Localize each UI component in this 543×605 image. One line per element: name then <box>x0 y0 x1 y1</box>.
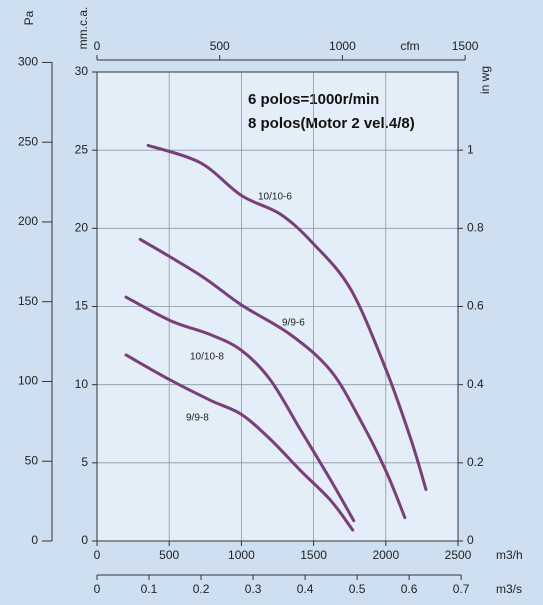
m3s-tick-label: 0.1 <box>141 582 158 596</box>
m3s-axis-label: m3/s <box>496 582 522 596</box>
inwg-tick-label: 0.6 <box>467 299 484 313</box>
pa-tick-label: 300 <box>18 55 38 69</box>
y-tick-label: 5 <box>81 455 88 469</box>
x-tick-label: 1000 <box>228 548 255 562</box>
m3s-tick-label: 0.5 <box>349 582 366 596</box>
y-tick-label: 0 <box>81 533 88 547</box>
m3s-tick-label: 0.7 <box>453 582 470 596</box>
m3s-tick-label: 0 <box>94 582 101 596</box>
inwg-tick-label: 0.8 <box>467 221 484 235</box>
y-axis-label: mm.c.a. <box>76 7 90 50</box>
m3s-tick-label: 0.6 <box>401 582 418 596</box>
y-tick-label: 10 <box>75 377 89 391</box>
inwg-tick-label: 0 <box>467 533 474 547</box>
curve <box>124 295 356 523</box>
curve <box>138 237 407 520</box>
cfm-tick-label: 1500 <box>452 39 479 53</box>
m3s-tick-label: 0.2 <box>193 582 210 596</box>
pa-tick-label: 150 <box>18 294 38 308</box>
pa-tick-label: 0 <box>31 533 38 547</box>
inwg-tick-label: 0.2 <box>467 455 484 469</box>
x-tick-label: 2000 <box>372 548 399 562</box>
annotation: 8 polos(Motor 2 vel.4/8) <box>248 115 415 132</box>
cfm-tick-label: 0 <box>94 39 101 53</box>
pa-axis-label: Pa <box>22 10 36 25</box>
m3s-tick-label: 0.3 <box>245 582 262 596</box>
curve-label: 9/9-8 <box>186 413 209 424</box>
cfm-axis-label: cfm <box>400 39 419 53</box>
curve-label: 10/10-8 <box>190 352 224 363</box>
pa-tick-label: 200 <box>18 214 38 228</box>
x-tick-label: 1500 <box>300 548 327 562</box>
inwg-tick-label: 0.4 <box>467 377 484 391</box>
curve <box>124 353 355 532</box>
cfm-tick-label: 1000 <box>329 39 356 53</box>
y-tick-label: 15 <box>75 299 89 313</box>
x-tick-label: 500 <box>159 548 179 562</box>
y-tick-label: 30 <box>75 64 89 78</box>
cfm-tick-label: 500 <box>210 39 230 53</box>
curve-label: 9/9-6 <box>282 318 305 329</box>
inwg-axis-label: in wg <box>478 66 492 94</box>
pa-tick-label: 250 <box>18 134 38 148</box>
curve <box>146 143 428 491</box>
m3s-tick-label: 0.4 <box>297 582 314 596</box>
pa-tick-label: 50 <box>25 453 39 467</box>
x-axis-label: m3/h <box>496 548 523 562</box>
inwg-tick-label: 1 <box>467 142 474 156</box>
x-tick-label: 0 <box>94 548 101 562</box>
y-tick-label: 20 <box>75 221 89 235</box>
x-tick-label: 2500 <box>445 548 472 562</box>
y-tick-label: 25 <box>75 142 89 156</box>
pa-tick-label: 100 <box>18 374 38 388</box>
curve-label: 10/10-6 <box>258 192 292 203</box>
